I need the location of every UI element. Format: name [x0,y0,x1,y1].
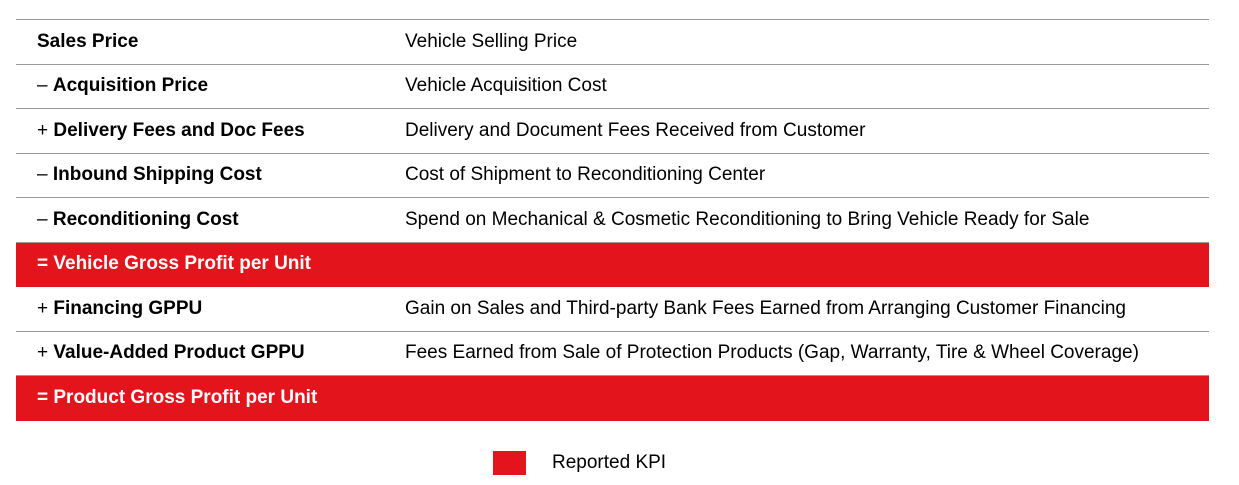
row-description: Vehicle Selling Price [405,30,578,52]
row-name: Product Gross Profit per Unit [53,386,318,408]
row-name: Value-Added Product GPPU [53,342,305,364]
row-operator: + [37,342,54,364]
row-label: + Value-Added Product GPPU [16,342,405,364]
row-name: Sales Price [37,30,139,52]
row-name: Inbound Shipping Cost [52,164,262,186]
row-description: Delivery and Document Fees Received from… [405,119,866,141]
table-row-product-gppu-kpi: = Product Gross Profit per Unit [16,376,1209,421]
row-description: Cost of Shipment to Reconditioning Cente… [405,164,766,186]
legend: Reported KPI [493,451,666,475]
table-row-reconditioning: – Reconditioning Cost Spend on Mechanica… [16,198,1209,243]
row-label: = Vehicle Gross Profit per Unit [16,253,405,275]
table-row-delivery-fees: + Delivery Fees and Doc Fees Delivery an… [16,109,1209,154]
row-operator: + [37,297,54,319]
table-row-sales-price: Sales Price Vehicle Selling Price [16,20,1209,65]
row-name: Delivery Fees and Doc Fees [53,119,305,141]
legend-swatch [493,451,526,475]
table-row-inbound-shipping: – Inbound Shipping Cost Cost of Shipment… [16,154,1209,198]
table-row-value-added-gppu: + Value-Added Product GPPU Fees Earned f… [16,332,1209,376]
row-operator: – [37,75,53,97]
row-operator: – [37,164,53,186]
row-label: + Financing GPPU [16,298,405,320]
table-row-vehicle-gppu-kpi: = Vehicle Gross Profit per Unit [16,242,1209,287]
row-name: Acquisition Price [52,75,209,97]
row-description: Fees Earned from Sale of Protection Prod… [405,342,1139,364]
row-description: Vehicle Acquisition Cost [405,75,607,97]
table-row-financing-gppu: + Financing GPPU Gain on Sales and Third… [16,287,1209,332]
row-name: Vehicle Gross Profit per Unit [53,253,311,275]
row-label: – Reconditioning Cost [16,209,405,231]
row-label: = Product Gross Profit per Unit [16,387,405,409]
gross-profit-table: Sales Price Vehicle Selling Price – Acqu… [16,19,1209,421]
row-name: Financing GPPU [53,297,203,319]
row-operator: = [37,253,54,275]
row-label: – Inbound Shipping Cost [16,164,405,186]
row-label: Sales Price [16,31,405,53]
row-operator: + [37,119,54,141]
legend-label: Reported KPI [552,452,667,473]
row-label: + Delivery Fees and Doc Fees [16,120,405,142]
row-operator: – [37,208,53,230]
row-name: Reconditioning Cost [52,208,239,230]
row-label: – Acquisition Price [16,75,405,97]
row-description: Gain on Sales and Third-party Bank Fees … [405,297,1126,319]
row-description: Spend on Mechanical & Cosmetic Reconditi… [405,208,1090,230]
row-operator: = [37,386,54,408]
table-row-acquisition-price: – Acquisition Price Vehicle Acquisition … [16,65,1209,109]
